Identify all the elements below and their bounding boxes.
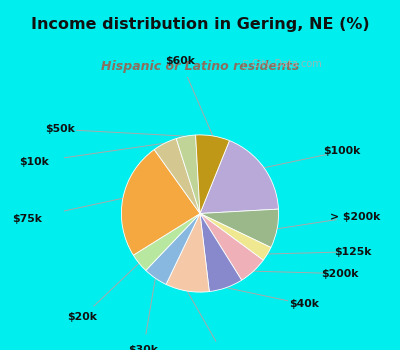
Text: $100k: $100k bbox=[323, 146, 360, 156]
Wedge shape bbox=[166, 214, 209, 292]
Wedge shape bbox=[196, 135, 230, 214]
Text: ⓘ City-Data.com: ⓘ City-Data.com bbox=[242, 59, 321, 69]
Text: $20k: $20k bbox=[67, 312, 97, 322]
Wedge shape bbox=[154, 139, 200, 214]
Wedge shape bbox=[200, 214, 263, 280]
Text: $60k: $60k bbox=[166, 56, 195, 65]
Text: $10k: $10k bbox=[19, 157, 49, 167]
Text: Hispanic or Latino residents: Hispanic or Latino residents bbox=[101, 60, 299, 72]
Wedge shape bbox=[200, 141, 278, 214]
Wedge shape bbox=[200, 214, 271, 260]
Text: $50k: $50k bbox=[45, 124, 75, 134]
Text: > $200k: > $200k bbox=[330, 212, 380, 222]
Wedge shape bbox=[133, 214, 200, 271]
Wedge shape bbox=[146, 214, 200, 285]
Wedge shape bbox=[176, 135, 200, 214]
Text: $75k: $75k bbox=[12, 214, 42, 224]
Text: $125k: $125k bbox=[334, 247, 372, 257]
Wedge shape bbox=[200, 214, 242, 292]
Wedge shape bbox=[200, 209, 279, 247]
Text: $30k: $30k bbox=[128, 345, 158, 350]
Text: $40k: $40k bbox=[289, 299, 319, 309]
Text: $200k: $200k bbox=[321, 268, 358, 279]
Wedge shape bbox=[121, 149, 200, 255]
Text: Income distribution in Gering, NE (%): Income distribution in Gering, NE (%) bbox=[31, 17, 369, 32]
